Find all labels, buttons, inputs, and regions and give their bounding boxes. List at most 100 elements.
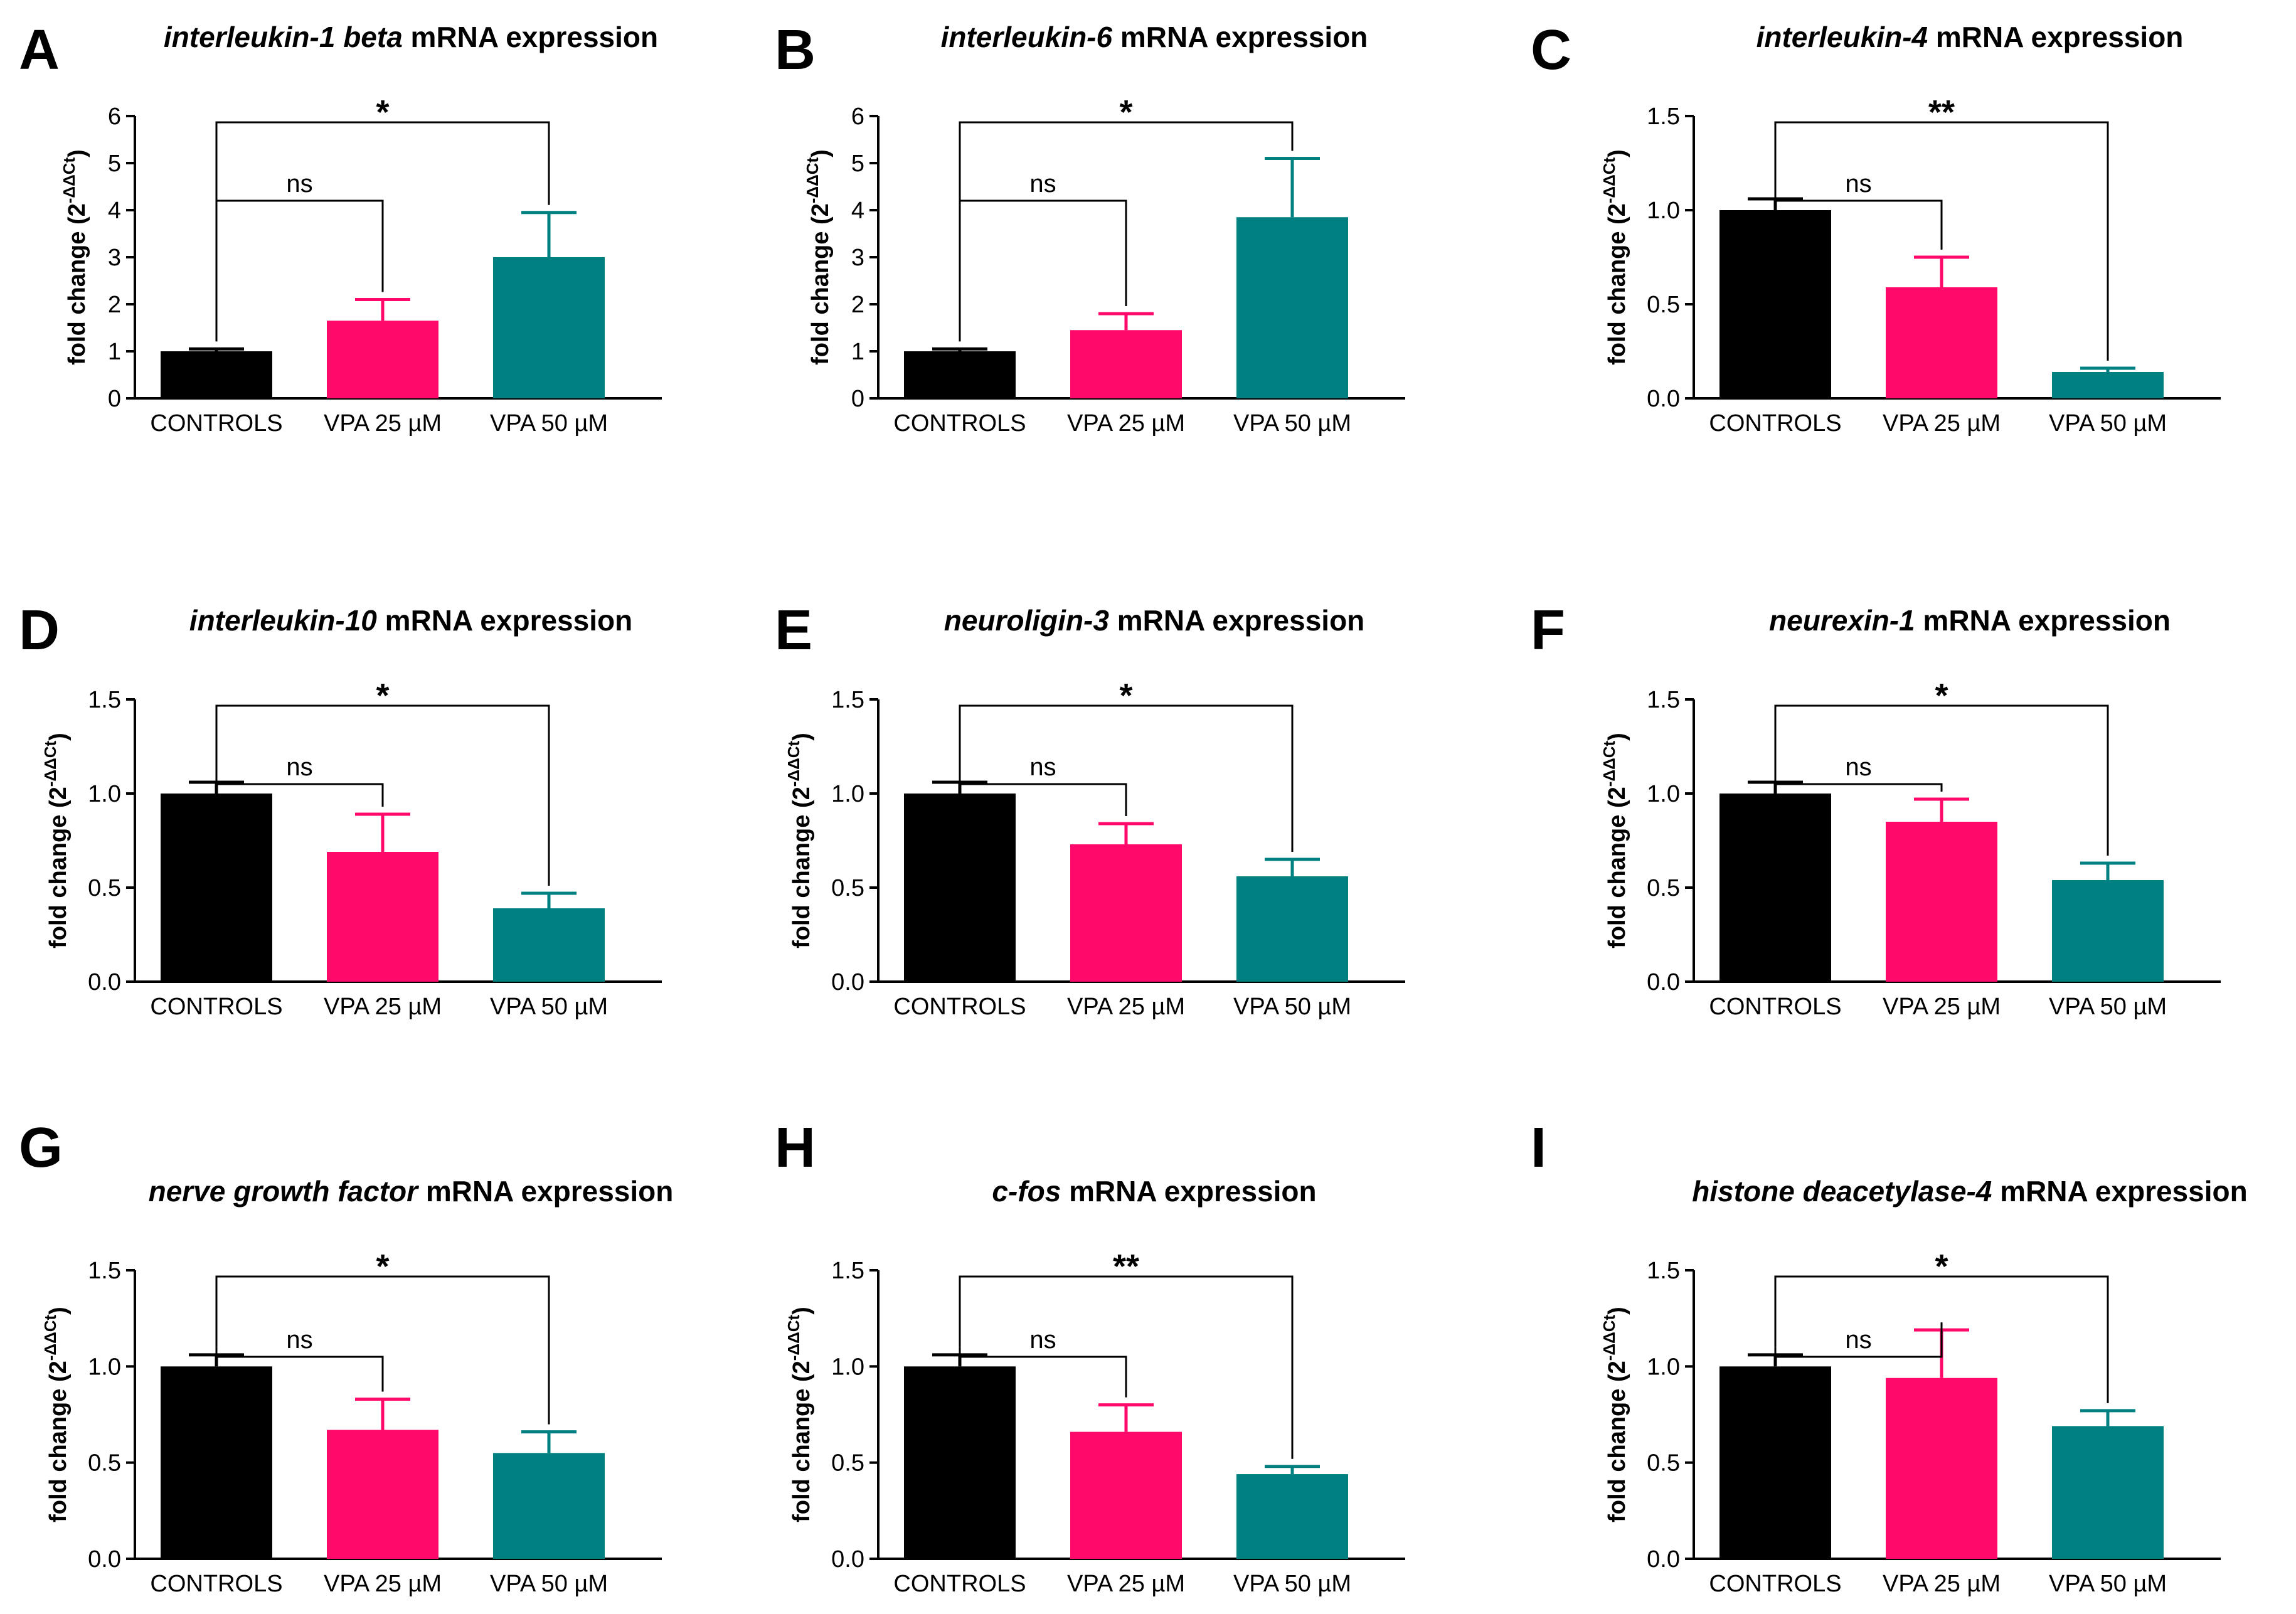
y-axis-label-superscript: -ΔΔCt <box>41 1314 60 1361</box>
panel-letter: H <box>775 1117 816 1179</box>
x-tick-label: VPA 25 µM <box>1883 1571 2001 1597</box>
chart-title: c-fos mRNA expression <box>992 1175 1316 1208</box>
y-tick-label: 5 <box>108 151 121 177</box>
x-tick-label: CONTROLS <box>1709 994 1841 1020</box>
bar-vpa-25 <box>327 852 438 982</box>
significance-label: ns <box>286 753 312 781</box>
y-axis-label-close: ) <box>1604 733 1630 741</box>
significance-label: * <box>1119 93 1132 131</box>
y-axis-label-superscript: -ΔΔCt <box>784 740 803 787</box>
significance-label: ns <box>1845 753 1871 781</box>
y-tick-label: 0.0 <box>1647 969 1680 995</box>
panel-letter: G <box>19 1117 63 1179</box>
x-tick-label: VPA 50 µM <box>2049 410 2167 437</box>
y-axis-label-main: fold change (2 <box>789 1361 815 1522</box>
bar-controls <box>904 351 1016 398</box>
y-axis-label: fold change (2-ΔΔCt) <box>1600 149 1630 365</box>
significance-label: ns <box>1029 753 1056 781</box>
significance-bracket <box>959 704 1294 852</box>
x-tick-label: VPA 25 µM <box>324 1571 442 1597</box>
y-tick-label: 1 <box>108 339 121 365</box>
y-tick-label: 1.0 <box>1647 1354 1680 1380</box>
y-tick-label: 2 <box>108 292 121 318</box>
bar-controls <box>161 351 272 398</box>
bar-vpa-25 <box>327 1430 438 1559</box>
y-axis-label-close: ) <box>789 733 815 741</box>
x-tick-label: VPA 50 µM <box>1233 410 1351 437</box>
significance-bracket <box>959 121 1294 342</box>
y-tick-label: 1.0 <box>88 1354 121 1380</box>
y-tick-label: 0.5 <box>1647 292 1680 318</box>
y-tick-label: 0.0 <box>831 969 864 995</box>
significance-label: ** <box>1113 1248 1139 1285</box>
significance-bracket <box>1774 121 2109 361</box>
y-tick-label: 0.5 <box>1647 1450 1680 1477</box>
bar-controls <box>161 794 272 982</box>
chart-title-suffix: mRNA expression <box>403 21 658 53</box>
panel-letter: E <box>775 599 812 662</box>
x-tick-label: VPA 50 µM <box>2049 1571 2167 1597</box>
y-tick-label: 1 <box>851 339 864 365</box>
bar-vpa-50 <box>1236 217 1348 398</box>
y-axis-label-close: ) <box>1604 1307 1630 1315</box>
bar-vpa-25 <box>327 321 438 398</box>
y-tick-label: 1.5 <box>831 1258 864 1284</box>
significance-bracket <box>959 1275 1294 1459</box>
y-axis-label-close: ) <box>807 149 834 157</box>
x-tick-label: VPA 50 µM <box>1233 994 1351 1020</box>
chart-title-gene: interleukin-6 <box>941 21 1113 53</box>
bar-vpa-25 <box>1886 1378 1997 1559</box>
y-axis-label-superscript: -ΔΔCt <box>1600 740 1618 787</box>
y-tick-label: 0.5 <box>88 1450 121 1477</box>
bar-vpa-25 <box>1886 822 1997 982</box>
y-tick-label: 1.0 <box>1647 781 1680 807</box>
y-axis-label: fold change (2-ΔΔCt) <box>784 733 815 948</box>
y-axis-label-main: fold change (2 <box>1604 203 1630 365</box>
chart-title-suffix: mRNA expression <box>1112 21 1368 53</box>
y-tick-label: 5 <box>851 151 864 177</box>
y-axis-label: fold change (2-ΔΔCt) <box>41 1307 72 1522</box>
y-axis-label-superscript: -ΔΔCt <box>60 157 78 203</box>
chart-panel-h: Hc-fos mRNA expression 0.0 0.5 1.0 1.5 fold c… <box>775 1117 1405 1597</box>
x-tick-label: VPA 25 µM <box>1883 410 2001 437</box>
y-tick-label: 1.5 <box>1647 1258 1680 1284</box>
x-tick-label: CONTROLS <box>150 410 282 437</box>
chart-title-gene: interleukin-10 <box>189 604 378 637</box>
y-tick-label: 4 <box>108 198 121 224</box>
significance-label: * <box>1935 677 1948 714</box>
chart-title-gene: interleukin-1 beta <box>164 21 403 53</box>
significance-bracket <box>959 1347 1127 1398</box>
significance-bracket <box>215 704 550 886</box>
y-axis-label: fold change (2-ΔΔCt) <box>60 149 90 365</box>
y-axis-label-main: fold change (2 <box>45 787 72 948</box>
x-tick-label: VPA 25 µM <box>1067 1571 1185 1597</box>
chart-title: neuroligin-3 mRNA expression <box>944 604 1365 637</box>
panel-letter: A <box>19 19 60 82</box>
y-tick-label: 4 <box>851 198 864 224</box>
y-tick-label: 1.0 <box>831 1354 864 1380</box>
panel-letter: F <box>1531 599 1565 662</box>
chart-title-suffix: mRNA expression <box>1109 604 1364 637</box>
panel-letter: C <box>1531 19 1571 82</box>
x-tick-label: VPA 50 µM <box>2049 994 2167 1020</box>
y-axis-label-close: ) <box>45 1307 72 1315</box>
chart-title-gene: interleukin-4 <box>1757 21 1928 53</box>
y-axis-label-close: ) <box>45 733 72 741</box>
y-tick-label: 0.5 <box>831 1450 864 1477</box>
x-tick-label: CONTROLS <box>150 1571 282 1597</box>
x-tick-label: CONTROLS <box>893 1571 1026 1597</box>
y-axis-label-close: ) <box>64 149 90 157</box>
x-tick-label: VPA 25 µM <box>1067 994 1185 1020</box>
y-tick-label: 0 <box>108 386 121 412</box>
chart-title-suffix: mRNA expression <box>1992 1175 2247 1208</box>
y-axis-label-superscript: -ΔΔCt <box>41 740 60 787</box>
chart-title-gene: neuroligin-3 <box>944 604 1110 637</box>
y-axis-label: fold change (2-ΔΔCt) <box>41 733 72 948</box>
